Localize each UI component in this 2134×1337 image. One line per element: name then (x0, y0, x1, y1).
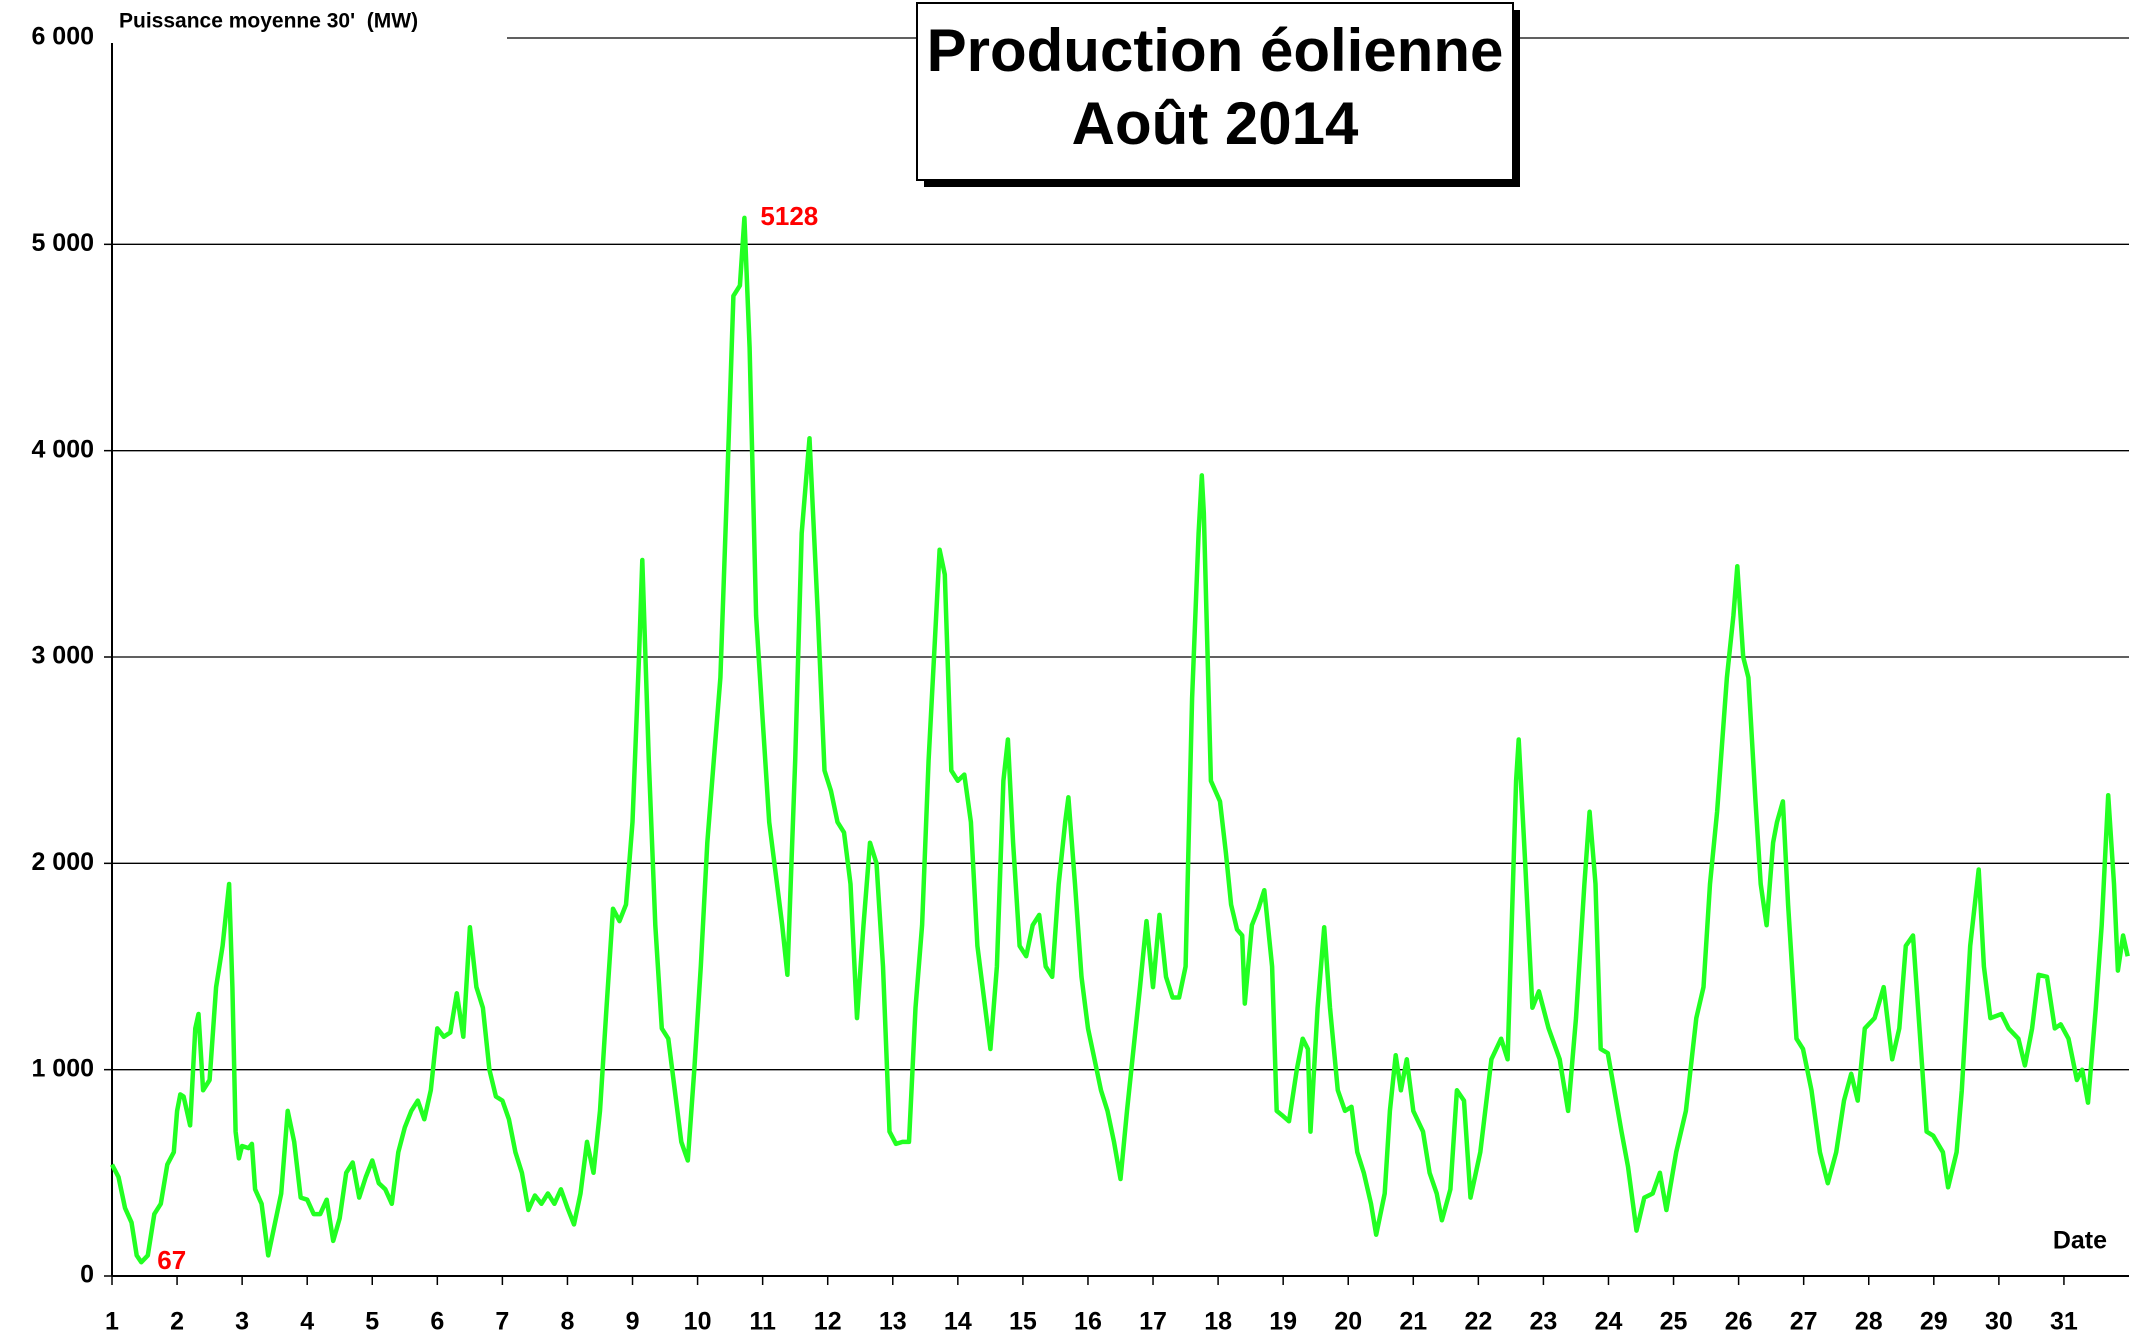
x-tick-label: 27 (1790, 1308, 1818, 1336)
x-tick-label: 8 (560, 1308, 574, 1336)
y-tick-label: 3 000 (31, 642, 94, 670)
x-tick-label: 29 (1920, 1308, 1948, 1336)
y-tick-label: 5 000 (31, 229, 94, 257)
x-tick-label: 23 (1530, 1308, 1558, 1336)
x-tick-label: 13 (879, 1308, 907, 1336)
chart-title: Production éolienne (927, 17, 1504, 84)
x-tick-label: 16 (1074, 1308, 1102, 1336)
x-tick-label: 7 (495, 1308, 509, 1336)
title-box (916, 2, 1514, 181)
x-tick-label: 25 (1660, 1308, 1688, 1336)
x-tick-label: 26 (1725, 1308, 1753, 1336)
y-tick-label: 4 000 (31, 435, 94, 463)
x-tick-label: 2 (170, 1308, 184, 1336)
x-tick-label: 4 (300, 1308, 314, 1336)
y-tick-label: 1 000 (31, 1054, 94, 1082)
x-tick-label: 15 (1009, 1308, 1037, 1336)
y-axis-label: Puissance moyenne 30' (MW) (119, 10, 418, 33)
x-tick-label: 3 (235, 1308, 249, 1336)
plot: 5128 67 (110, 201, 2130, 1275)
annotation-label: 67 (157, 1245, 186, 1275)
y-tick-label: 2 000 (31, 848, 94, 876)
x-axis-label: Date (2053, 1227, 2107, 1255)
x-tick-label: 6 (430, 1308, 444, 1336)
x-tick-label: 24 (1595, 1308, 1623, 1336)
data-line (110, 215, 2130, 1265)
y-tick-label: 6 000 (31, 23, 94, 51)
x-tick-label: 5 (365, 1308, 379, 1336)
x-tick-label: 20 (1334, 1308, 1362, 1336)
x-tick-label: 9 (626, 1308, 640, 1336)
x-tick-label: 17 (1139, 1308, 1167, 1336)
x-tick-label: 19 (1269, 1308, 1297, 1336)
x-tick-label: 22 (1464, 1308, 1492, 1336)
x-tick-label: 1 (105, 1308, 119, 1336)
chart-subtitle: Août 2014 (1072, 90, 1359, 157)
x-tick-label: 12 (814, 1308, 842, 1336)
x-tick-label: 28 (1855, 1308, 1883, 1336)
x-tick-label: 31 (2050, 1308, 2078, 1336)
x-tick-label: 10 (684, 1308, 712, 1336)
annotation-label: 5128 (760, 201, 818, 231)
y-tick-label: 0 (80, 1261, 94, 1289)
y-label-background (97, 5, 507, 43)
x-tick-label: 30 (1985, 1308, 2013, 1336)
x-tick-label: 18 (1204, 1308, 1232, 1336)
x-tick-label: 21 (1399, 1308, 1427, 1336)
x-tick-label: 14 (944, 1308, 972, 1336)
x-tick-label: 11 (749, 1308, 776, 1336)
